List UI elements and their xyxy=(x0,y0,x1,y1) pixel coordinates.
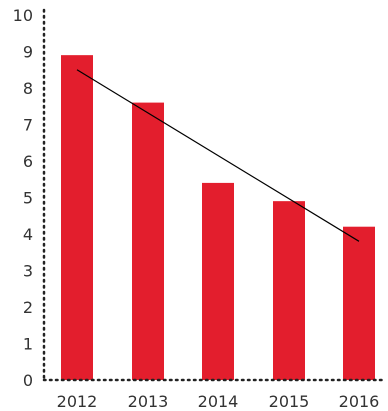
x-axis-labels: 2012 2013 2014 2015 2016 xyxy=(57,392,380,411)
bar-2013 xyxy=(132,102,164,380)
y-tick-label-2: 2 xyxy=(23,298,33,317)
y-tick-label-1: 1 xyxy=(23,335,33,354)
y-tick-label-3: 3 xyxy=(23,262,33,281)
y-tick-label-5: 5 xyxy=(23,189,33,208)
bars-group xyxy=(61,55,375,381)
bar-2015 xyxy=(273,201,305,380)
y-tick-label-7: 7 xyxy=(23,116,33,135)
trendline xyxy=(76,69,360,242)
y-tick-label-8: 8 xyxy=(23,79,33,98)
bar-2016 xyxy=(343,226,375,380)
y-tick-label-0: 0 xyxy=(23,371,33,390)
axes-group xyxy=(42,8,386,382)
x-tick-label-2012: 2012 xyxy=(57,392,98,411)
y-tick-label-4: 4 xyxy=(23,225,33,244)
x-tick-label-2015: 2015 xyxy=(269,392,310,411)
x-tick-label-2013: 2013 xyxy=(128,392,169,411)
y-tick-label-10: 10 xyxy=(13,6,33,25)
y-axis-labels: 0 1 2 3 4 5 6 7 8 9 10 xyxy=(13,6,33,390)
y-tick-label-9: 9 xyxy=(23,43,33,62)
x-tick-label-2016: 2016 xyxy=(339,392,380,411)
trendline-group xyxy=(76,69,360,242)
bar-2012 xyxy=(61,55,93,381)
x-tick-label-2014: 2014 xyxy=(198,392,239,411)
y-tick-label-6: 6 xyxy=(23,152,33,171)
bar-2014 xyxy=(202,182,234,380)
